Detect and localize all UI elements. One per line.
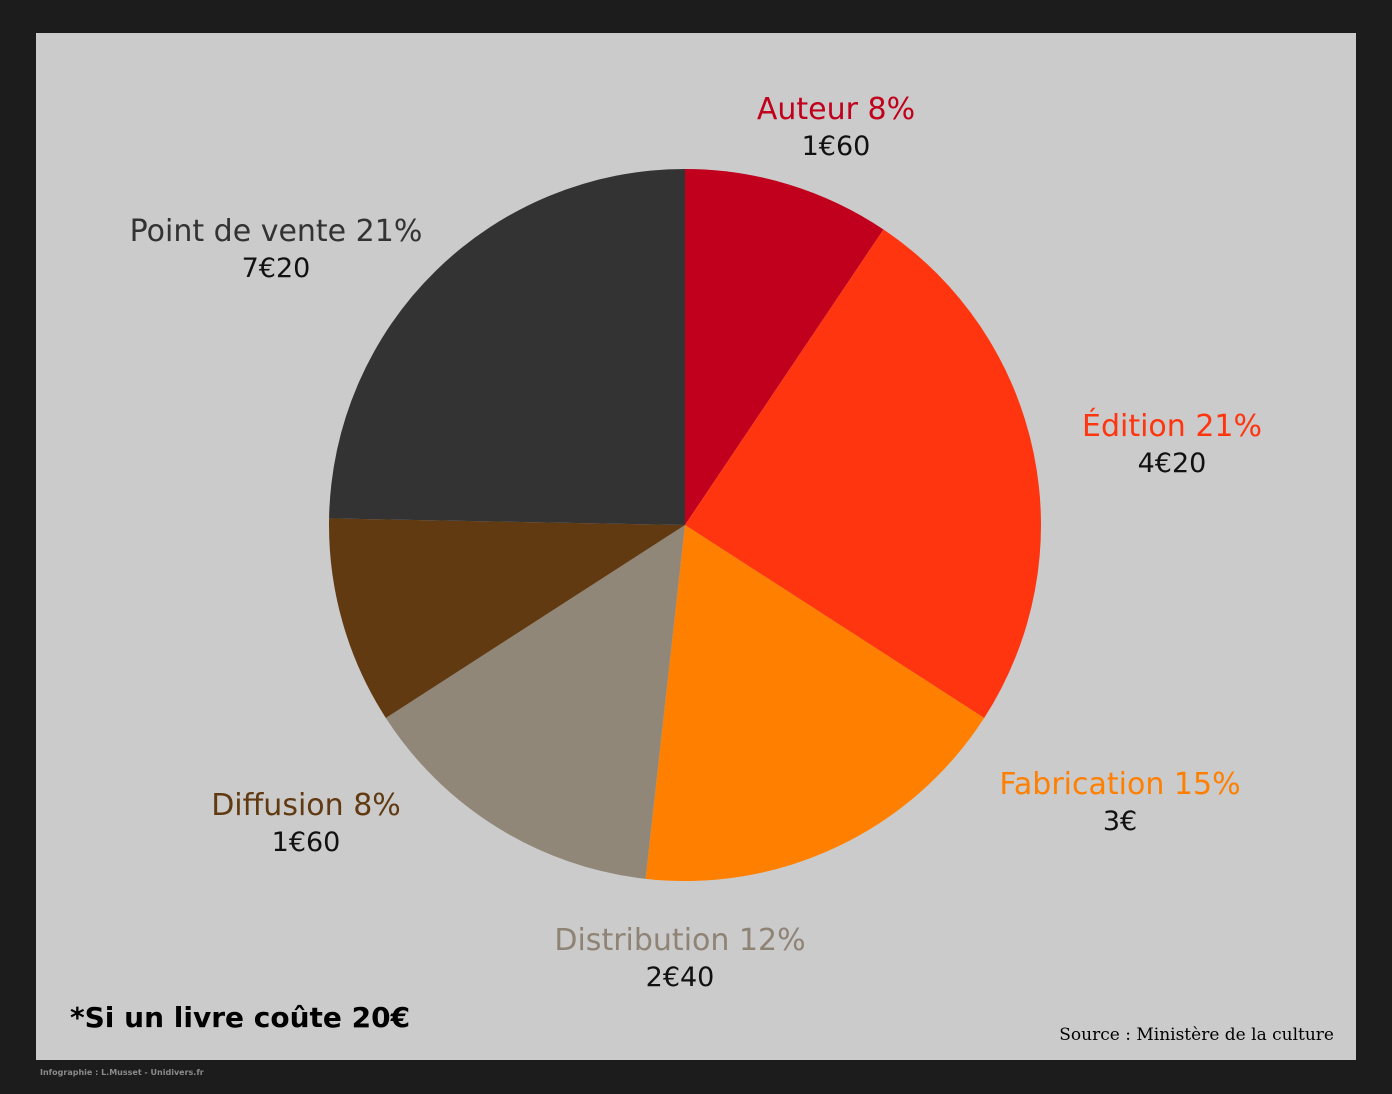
slice-amount: 7€20	[241, 253, 311, 284]
slice-amount: 4€20	[1137, 448, 1207, 479]
chart-panel: Auteur 8% 1€60 Édition 21% 4€20 Fabricat…	[36, 33, 1356, 1060]
slice-label: Fabrication 15%	[999, 767, 1241, 802]
pie-chart	[329, 169, 1041, 881]
slice-label: Auteur 8%	[756, 92, 916, 127]
pie-slice-2	[645, 525, 985, 881]
label-edition: Édition 21% 4€20	[1082, 408, 1262, 482]
pie-slice-1	[685, 229, 1041, 718]
pie-slice-5	[329, 169, 685, 525]
label-fabrication: Fabrication 15% 3€	[999, 766, 1240, 840]
pie-slice-4	[329, 518, 685, 718]
slice-amount: 3€	[1102, 806, 1138, 837]
slice-label: Point de vente 21%	[129, 214, 423, 249]
source-note: Source : Ministère de la culture	[1059, 1025, 1334, 1045]
label-point-de-vente: Point de vente 21% 7€20	[130, 213, 423, 287]
slice-amount: 2€40	[645, 962, 715, 993]
slice-amount: 1€60	[801, 131, 871, 162]
slice-label: Diffusion 8%	[211, 788, 401, 823]
credit-line: Infographie : L.Musset - Unidivers.fr	[40, 1068, 204, 1077]
pie-slice-3	[385, 525, 685, 879]
slice-label: Distribution 12%	[554, 923, 806, 958]
slice-amount: 1€60	[271, 827, 341, 858]
slice-label: Édition 21%	[1081, 409, 1263, 444]
label-diffusion: Diffusion 8% 1€60	[211, 787, 401, 861]
label-distribution: Distribution 12% 2€40	[554, 922, 805, 996]
pie-slice-0	[685, 169, 884, 525]
label-auteur: Auteur 8% 1€60	[757, 91, 915, 165]
footnote: *Si un livre coûte 20€	[70, 1001, 411, 1034]
